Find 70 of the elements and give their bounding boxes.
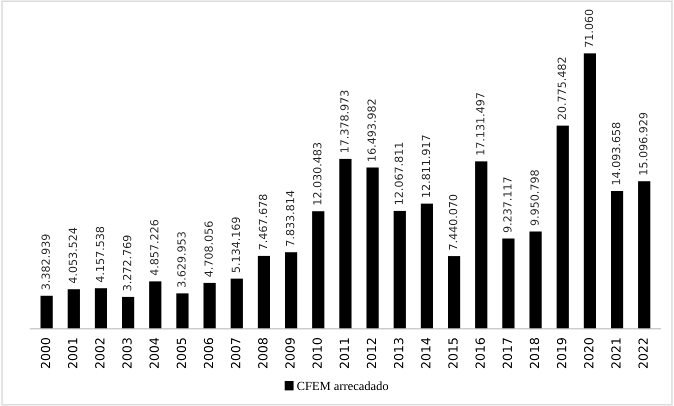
bar xyxy=(94,288,108,329)
x-tick-label: 2015 xyxy=(448,338,458,368)
x-tick-label: 2001 xyxy=(68,338,78,368)
x-tick-label: 2000 xyxy=(40,338,50,368)
data-label: 7.440.070 xyxy=(448,194,458,250)
x-tick-label: 2020 xyxy=(584,338,594,368)
legend-label: CFEM arrecadado xyxy=(297,381,388,390)
data-label: 5.134.169 xyxy=(232,217,240,272)
bar xyxy=(556,126,569,329)
x-tick-label: 2007 xyxy=(230,338,240,368)
bar xyxy=(529,232,542,329)
data-label: 20.775.482 xyxy=(558,58,566,120)
data-label: 3.272.769 xyxy=(122,236,132,290)
bar xyxy=(68,289,80,329)
annotation: 71.060 xyxy=(584,10,594,47)
x-tick-label: 2017 xyxy=(502,338,512,368)
bar xyxy=(149,281,162,329)
data-label: 4.157.538 xyxy=(96,226,104,282)
x-tick-label: 2004 xyxy=(149,338,159,368)
bar xyxy=(394,210,406,329)
x-tick-label: 2010 xyxy=(312,338,322,368)
data-label: 12.030.483 xyxy=(313,142,322,204)
data-label: 16.493.982 xyxy=(367,99,376,161)
x-tick-label: 2012 xyxy=(366,338,376,368)
bar xyxy=(638,181,650,329)
data-label: 9.237.117 xyxy=(503,177,512,232)
bar xyxy=(420,204,434,329)
bar xyxy=(339,158,352,329)
x-tick-label: 2018 xyxy=(530,338,540,368)
data-label: 12.811.917 xyxy=(422,135,430,197)
x-tick-label: 2021 xyxy=(611,338,621,368)
x-tick-label: 2022 xyxy=(638,338,648,368)
data-label: 4.053.524 xyxy=(68,228,78,284)
bar xyxy=(176,293,189,329)
data-label: 12.067.811 xyxy=(394,142,403,204)
x-tick-label: 2019 xyxy=(556,338,566,368)
x-tick-label: 2009 xyxy=(285,338,295,368)
bar xyxy=(448,256,460,329)
bar xyxy=(40,296,53,329)
x-tick-label: 2013 xyxy=(394,338,404,368)
bar xyxy=(284,252,298,329)
data-label: 4.857.226 xyxy=(150,220,159,276)
bar xyxy=(312,211,324,329)
data-label: 3.382.939 xyxy=(41,234,50,290)
data-label: 7.833.814 xyxy=(286,190,294,246)
x-tick-label: 2011 xyxy=(340,338,350,368)
bar xyxy=(230,278,243,329)
x-tick-label: 2008 xyxy=(258,338,268,368)
data-label: 9.950.798 xyxy=(530,170,539,226)
x-tick-label: 2002 xyxy=(95,338,105,368)
data-label: 15.096.929 xyxy=(639,112,648,174)
x-tick-label: 2006 xyxy=(204,338,214,368)
data-label: 7.467.678 xyxy=(258,194,268,250)
data-label: 3.629.953 xyxy=(177,232,186,287)
x-tick-label: 2005 xyxy=(176,338,186,368)
data-label: 17.131.497 xyxy=(476,93,484,155)
x-tick-label: 2016 xyxy=(475,338,485,368)
bar xyxy=(258,256,270,329)
bar xyxy=(610,191,624,329)
bar xyxy=(475,161,488,329)
bar xyxy=(584,53,596,329)
x-tick-label: 2014 xyxy=(421,338,431,368)
x-tick-label: 2003 xyxy=(122,338,132,368)
bar xyxy=(502,238,515,329)
data-label: 17.378.973 xyxy=(340,90,349,152)
data-label: 14.093.658 xyxy=(612,122,620,184)
bar xyxy=(122,296,134,329)
bar xyxy=(366,168,379,329)
data-label: 4.708.056 xyxy=(204,221,213,277)
bar xyxy=(203,282,216,329)
